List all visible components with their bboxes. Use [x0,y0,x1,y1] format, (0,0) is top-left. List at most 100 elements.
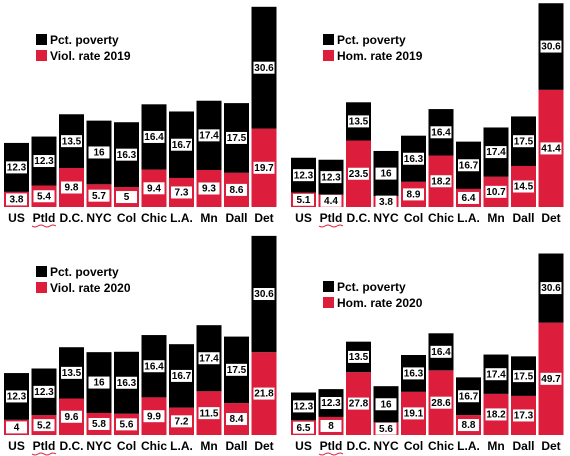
label-poverty-0-box [293,169,314,182]
tick-label-3: NYC [86,439,112,453]
legend-label-rate: Viol. rate 2019 [50,49,131,63]
label-rate-9-box [253,161,275,174]
label-poverty-4-box [403,152,424,165]
label-rate-8: 17.3 [514,411,534,422]
label-poverty-2-box [348,350,369,363]
label-rate-3: 3.8 [379,197,393,208]
tick-label-5: Chic [428,211,454,225]
label-rate-7: 10.7 [486,187,506,198]
legend-swatch-poverty [323,281,334,292]
label-poverty-5-box [143,360,165,373]
legend-label-rate: Hom. rate 2020 [337,296,423,310]
label-rate-4-box [116,191,137,204]
label-rate-2: 23.5 [349,169,369,180]
label-poverty-4-box [116,148,137,161]
tick-label-1: Ptld [33,439,56,453]
tick-label-5: Chic [428,439,454,453]
label-poverty-4: 16.3 [117,150,137,161]
label-poverty-7-box [485,368,507,381]
tick-label-8: Dall [225,439,247,453]
tick-label-6: L.A. [170,439,193,453]
label-rate-3-box [375,195,397,208]
label-poverty-4: 16.3 [404,154,424,165]
label-rate-7: 11.5 [200,408,219,419]
label-rate-6-box [171,186,192,199]
tick-label-9: Det [254,211,273,225]
label-rate-4: 5 [124,192,130,203]
label-rate-2: 9.8 [65,183,79,194]
label-poverty-0: 12.3 [7,163,27,174]
label-poverty-6: 16.7 [459,391,479,402]
tick-label-5: Chic [141,439,167,453]
label-poverty-8-box [513,370,534,383]
label-rate-1: 8 [328,421,334,432]
label-poverty-2-box [61,366,82,379]
tick-label-8: Dall [225,211,247,225]
label-rate-6: 7.3 [175,188,189,199]
label-rate-6: 8.8 [462,420,476,431]
label-rate-5: 9.9 [147,411,161,422]
tick-label-7: Mn [487,439,504,453]
tick-label-5: Chic [141,211,167,225]
label-poverty-3-box [375,167,397,180]
label-rate-0: 6.5 [297,423,311,434]
label-poverty-1: 12.3 [34,156,54,167]
label-rate-5-box [143,182,165,195]
label-rate-3: 5.7 [92,191,106,202]
tick-label-1: Ptld [320,439,343,453]
label-poverty-3-box [375,398,397,411]
label-rate-6-box [458,191,479,204]
label-poverty-4-box [403,367,424,380]
legend-swatch-rate [323,297,334,308]
label-poverty-1: 12.3 [321,398,341,409]
label-poverty-5: 16.4 [144,132,164,143]
label-poverty-0-box [6,161,27,174]
label-rate-6: 6.4 [462,193,476,204]
tick-label-0: US [295,211,312,225]
label-poverty-6-box [171,138,192,151]
label-rate-9: 21.8 [254,389,274,400]
label-rate-0-box [6,193,27,206]
tick-label-3: NYC [86,211,112,225]
label-rate-3-box [88,189,110,202]
label-rate-7-box [198,182,220,195]
label-rate-7: 9.3 [202,184,216,195]
chart-panel-4: 12.3 6.5 US 12.3 8 Ptld 13.5 27.8 D.C. 16 5.6 NYC 16… [291,253,564,456]
label-poverty-9-box [253,61,275,74]
label-poverty-2: 13.5 [62,136,82,147]
tick-label-4: Col [404,439,423,453]
label-poverty-6-box [458,159,479,172]
label-poverty-3: 16 [380,399,392,410]
label-poverty-0: 12.3 [294,170,314,181]
label-poverty-5-box [430,345,452,358]
label-rate-3-box [375,422,397,435]
label-rate-4-box [403,407,424,420]
label-poverty-6: 16.7 [459,160,479,171]
label-rate-5-box [430,175,452,188]
label-rate-1-box [33,419,55,432]
legend-label-rate: Viol. rate 2020 [50,281,131,295]
label-poverty-6-box [458,390,479,403]
label-rate-7-box [485,185,507,198]
label-poverty-9-box [540,40,562,53]
label-rate-0-box [6,421,27,434]
legend-label-poverty: Pct. poverty [50,265,119,279]
label-rate-0: 4 [14,423,20,434]
label-rate-1: 5.2 [37,420,51,431]
label-poverty-3: 16 [93,378,105,389]
label-poverty-8-box [226,363,247,376]
legend-swatch-poverty [36,34,47,45]
label-poverty-7: 17.4 [486,369,506,380]
legend-label-rate: Hom. rate 2019 [337,49,423,63]
label-rate-5: 28.6 [431,398,451,409]
tick-label-7: Mn [487,211,504,225]
spellcheck-underline [31,224,57,228]
tick-label-9: Det [541,439,560,453]
label-poverty-1-box [33,385,55,398]
tick-label-4: Col [117,211,136,225]
label-rate-2-box [61,410,82,423]
tick-label-3: NYC [373,439,399,453]
label-poverty-7-box [198,129,220,142]
label-poverty-3: 16 [380,169,392,180]
